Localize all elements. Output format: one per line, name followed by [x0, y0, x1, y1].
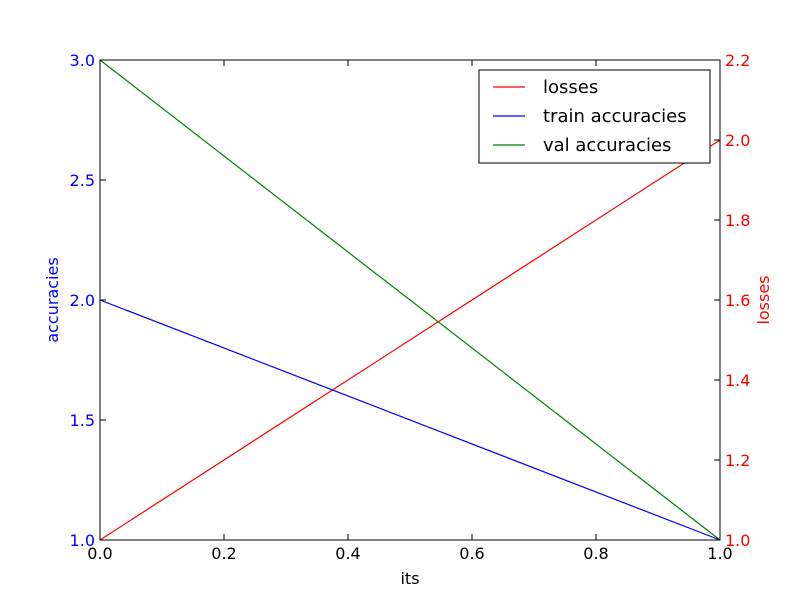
x-tick-label: 0.2: [211, 544, 236, 563]
series-line-2: [99, 59, 721, 541]
legend-label: losses: [543, 77, 598, 98]
y-left-tick-label: 2.5: [70, 171, 95, 190]
x-tick-label: 0.6: [459, 544, 484, 563]
y-right-tick-label: 2.0: [725, 131, 750, 150]
y-axis-right-label: losses: [754, 275, 773, 324]
y-right-tick-label: 1.4: [725, 371, 750, 390]
x-tick-label: 0.0: [87, 544, 112, 563]
y-left-tick-label: 1.0: [70, 531, 95, 550]
y-right-tick-label: 1.2: [725, 451, 750, 470]
y-right-tick-label: 1.6: [725, 291, 750, 310]
x-tick-label: 1.0: [707, 544, 732, 563]
y-left-tick-label: 1.5: [70, 411, 95, 430]
y-right-tick-label: 1.0: [725, 531, 750, 550]
y-right-tick-label: 2.2: [725, 51, 750, 70]
legend-label: val accuracies: [543, 135, 671, 156]
legend-label: train accuracies: [543, 106, 687, 127]
x-tick-label: 0.8: [583, 544, 608, 563]
x-axis-label: its: [400, 569, 419, 588]
ticks-layer: 0.0 0.2 0.4 0.6 0.8 1.01.01.52.02.53.01.01.21…: [70, 51, 751, 563]
series-line-0: [99, 139, 721, 541]
y-axis-left-label: accuracies: [43, 257, 62, 342]
series-line-1: [99, 299, 721, 541]
x-tick-label: 0.4: [335, 544, 360, 563]
y-left-tick-label: 3.0: [70, 51, 95, 70]
legend: losses train accuracies val accuracies: [478, 69, 711, 164]
series-layer: [99, 59, 721, 541]
y-right-tick-label: 1.8: [725, 211, 750, 230]
y-left-tick-label: 2.0: [70, 291, 95, 310]
legend-items: losses train accuracies val accuracies: [493, 77, 687, 156]
